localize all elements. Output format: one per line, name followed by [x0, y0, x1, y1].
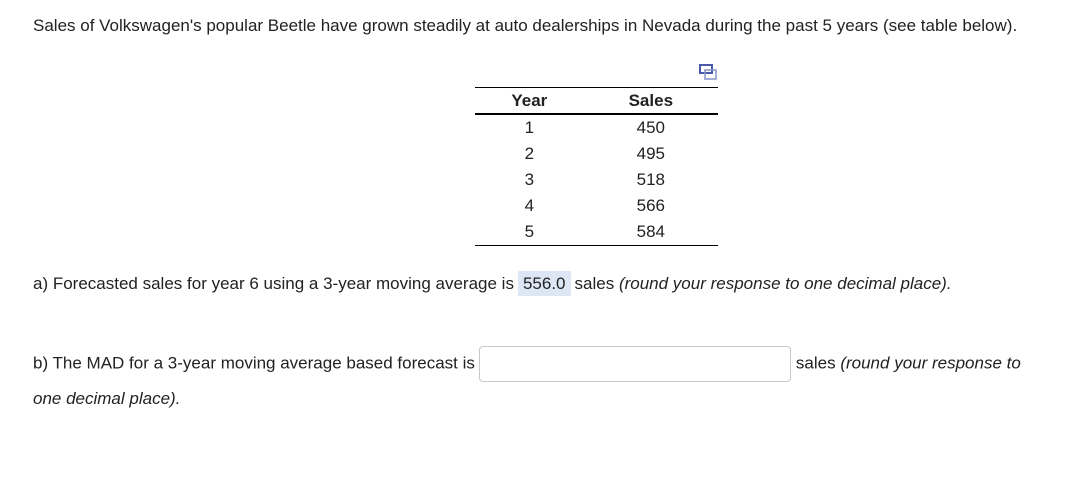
copy-table-icon[interactable]: [699, 64, 717, 80]
sales-cell: 450: [636, 118, 665, 137]
part-b: b) The MAD for a 3-year moving average b…: [33, 346, 1053, 416]
year-cell: 5: [524, 222, 535, 241]
year-cell: 2: [524, 144, 535, 163]
year-cell: 4: [524, 196, 535, 215]
problem-intro: Sales of Volkswagen's popular Beetle hav…: [33, 16, 1018, 35]
sales-table: Year Sales 1 450 2 495 3 518 4 566 5 584: [475, 87, 718, 246]
part-a-answer[interactable]: 556.0: [517, 271, 571, 296]
table-row: 3 518: [475, 167, 718, 193]
header-sales: Sales: [583, 87, 718, 115]
sales-cell: 495: [636, 144, 665, 163]
table-row: 1 450: [475, 114, 718, 141]
table-row: 4 566: [475, 193, 718, 219]
mad-input[interactable]: [478, 346, 791, 382]
sales-cell: 584: [636, 222, 665, 241]
sales-cell: 566: [636, 196, 665, 215]
part-a: a) Forecasted sales for year 6 using a 3…: [33, 270, 1053, 298]
year-cell: 1: [524, 118, 535, 137]
year-cell: 3: [524, 170, 535, 189]
table-row: 5 584: [475, 219, 718, 246]
sales-cell: 518: [636, 170, 665, 189]
table-row: 2 495: [475, 141, 718, 167]
header-year: Year: [475, 87, 584, 115]
